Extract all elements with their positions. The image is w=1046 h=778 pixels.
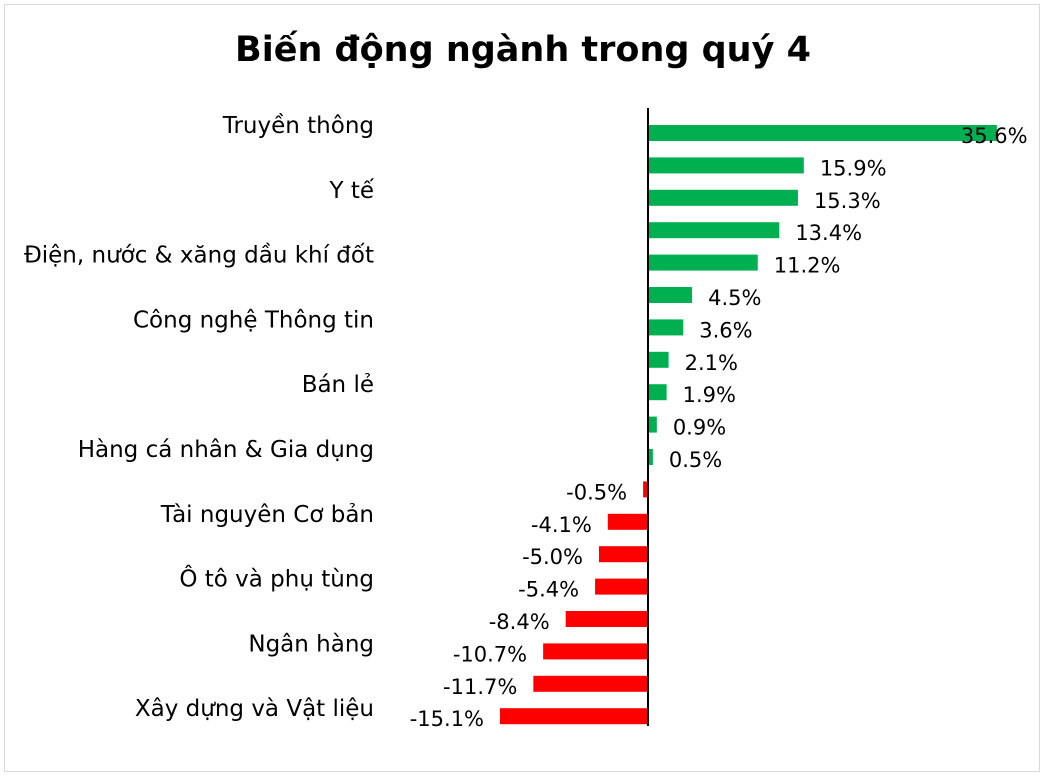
bar-14	[595, 578, 648, 595]
value-label-18: -15.1%	[410, 707, 484, 731]
bar-13	[599, 546, 648, 563]
value-label-10: 0.5%	[669, 448, 722, 472]
category-label-6: Công nghệ Thông tin	[133, 307, 374, 333]
bar-11	[643, 481, 648, 498]
bars-layer	[500, 125, 997, 725]
value-label-17: -11.7%	[443, 675, 517, 699]
bar-3	[648, 222, 780, 239]
value-label-2: 15.3%	[814, 189, 881, 213]
value-label-7: 2.1%	[685, 351, 738, 375]
value-label-3: 13.4%	[795, 221, 862, 245]
bar-18	[500, 708, 648, 725]
bar-2	[648, 189, 798, 206]
bar-10	[648, 449, 653, 465]
bar-1	[648, 157, 804, 174]
category-label-12: Tài nguyên Cơ bản	[160, 502, 374, 528]
value-label-4: 11.2%	[774, 254, 841, 278]
bar-9	[648, 416, 657, 433]
value-label-9: 0.9%	[673, 416, 726, 440]
category-label-4: Điện, nước & xăng dầu khí đốt	[24, 243, 374, 269]
category-label-18: Xây dựng và Vật liệu	[135, 696, 374, 722]
value-label-6: 3.6%	[699, 318, 752, 342]
bar-5	[648, 287, 693, 303]
value-label-8: 1.9%	[683, 383, 736, 407]
chart-title: Biến động ngành trong quý 4	[235, 30, 811, 70]
bar-8	[648, 384, 667, 401]
value-label-14: -5.4%	[518, 578, 579, 602]
bar-15	[565, 611, 648, 627]
category-label-14: Ô tô và phụ tùng	[179, 565, 374, 593]
category-label-0: Truyền thông	[222, 113, 374, 139]
bar-16	[543, 643, 648, 660]
category-label-8: Bán lẻ	[302, 372, 374, 398]
labels-layer: 35.6% Truyền thông 15.9% 15.3% Y tế 13.4% 11.2…	[24, 113, 1028, 731]
value-label-11: -0.5%	[566, 480, 627, 504]
value-label-15: -8.4%	[489, 610, 550, 634]
category-label-16: Ngân hàng	[248, 631, 374, 657]
value-label-13: -5.0%	[522, 545, 583, 569]
bar-4	[648, 254, 758, 271]
value-label-0: 35.6%	[961, 124, 1028, 148]
value-label-12: -4.1%	[531, 513, 592, 537]
value-label-1: 15.9%	[820, 156, 887, 180]
bar-6	[648, 319, 684, 336]
bar-17	[533, 675, 648, 692]
bar-7	[648, 351, 669, 368]
bar-0	[648, 125, 997, 141]
value-label-5: 4.5%	[708, 286, 761, 310]
bar-12	[607, 513, 648, 530]
category-label-2: Y tế	[328, 178, 374, 204]
value-label-16: -10.7%	[453, 642, 527, 666]
category-label-10: Hàng cá nhân & Gia dụng	[78, 437, 374, 463]
